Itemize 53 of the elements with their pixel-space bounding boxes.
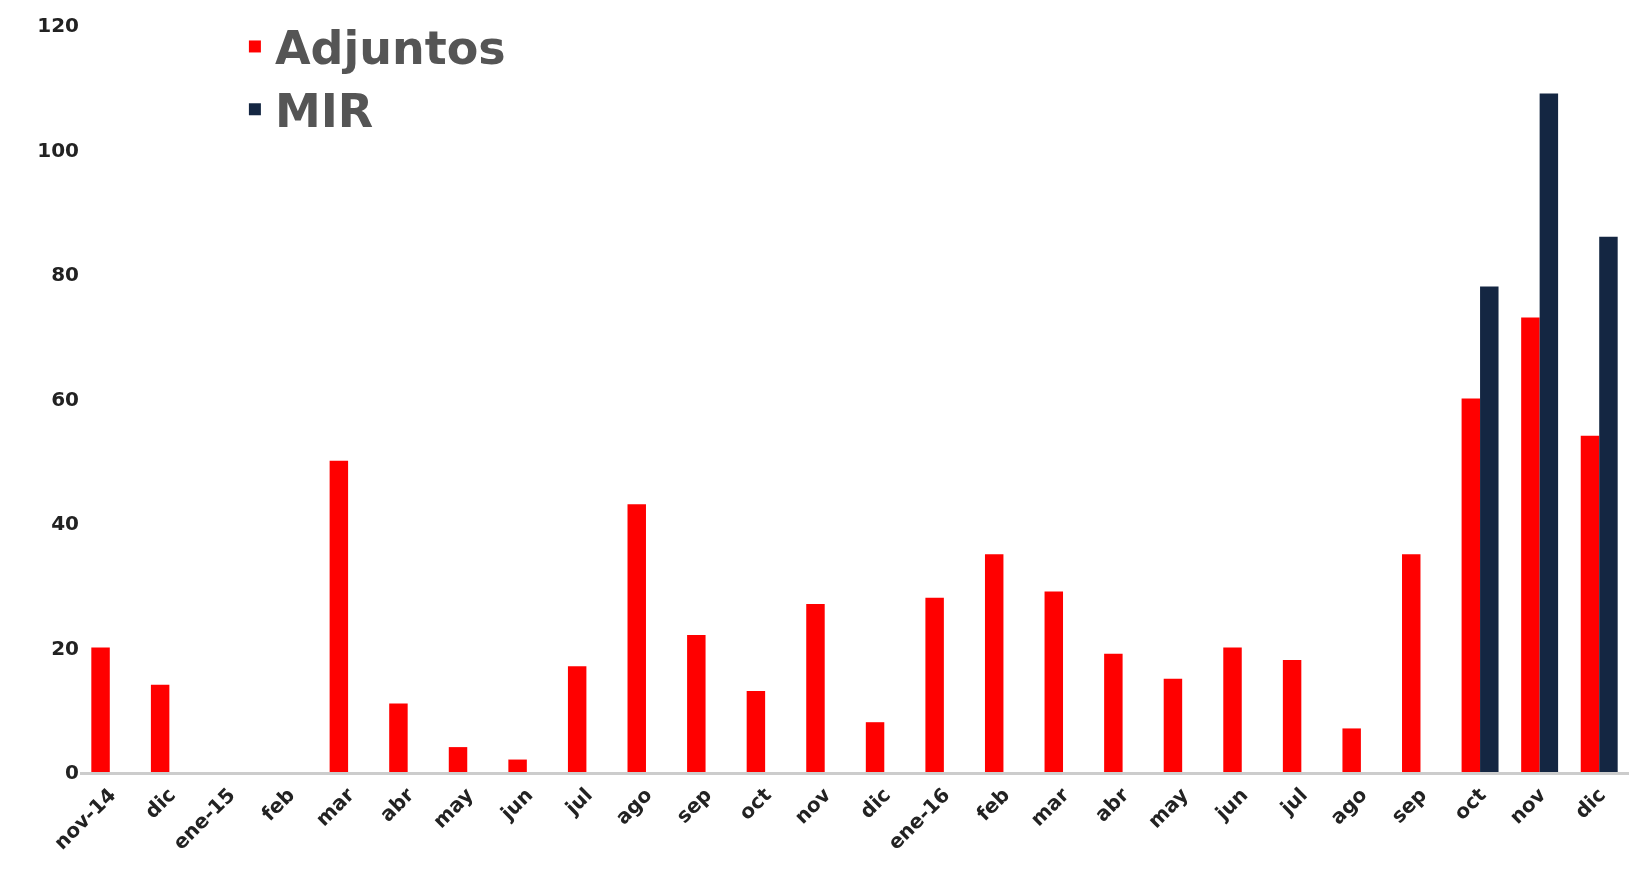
bar [1599,236,1618,772]
x-tick-label: abr [374,782,419,827]
bar [1480,286,1499,772]
bar [1521,317,1540,772]
bar [329,460,349,772]
bar [1104,653,1123,772]
y-tick-label: 0 [65,760,79,784]
bar [1342,728,1361,772]
y-tick-label: 80 [51,262,79,286]
x-tick-label: jul [559,782,598,821]
x-tick-label: abr [1089,782,1134,827]
bar [508,759,527,772]
bar [1044,591,1064,772]
y-tick-label: 20 [51,635,79,660]
bar [389,703,408,772]
bar [1461,398,1481,772]
bar [1223,647,1242,772]
y-tick-label: 60 [51,386,79,411]
bar [1402,554,1421,772]
x-tick-label: ago [1325,782,1372,829]
x-tick-label: feb [971,782,1015,826]
x-tick-label: oct [1448,782,1491,825]
bar [806,603,825,772]
bar [1163,678,1183,772]
x-tick-label: sep [1385,782,1432,828]
bar [150,684,170,772]
legend-label: Adjuntos [274,21,506,76]
x-tick-label: dic [854,782,895,823]
x-tick-label: dic [1569,782,1610,823]
bar [567,666,587,772]
x-tick-label: jun [1209,782,1253,826]
bar [746,691,766,772]
bar [1539,93,1559,772]
bar [925,597,944,772]
y-tick-label: 120 [37,13,79,37]
y-tick-label: 40 [51,511,79,535]
x-tick-label: ago [610,782,657,829]
bar [865,722,885,772]
x-tick-label: feb [256,782,300,826]
bar [984,554,1004,772]
x-tick-label: sep [671,782,717,828]
bar [627,504,646,772]
y-tick-label: 100 [37,137,79,162]
x-tick-label: dic [139,782,180,823]
bar [687,635,706,772]
x-tick-label: jun [494,782,538,826]
legend-label: MIR [274,84,374,139]
bar [91,647,110,772]
bar [1282,659,1302,772]
x-tick-label: jul [1274,782,1312,821]
x-tick-label: oct [733,782,777,825]
bar [1580,435,1600,772]
bar [448,747,468,772]
